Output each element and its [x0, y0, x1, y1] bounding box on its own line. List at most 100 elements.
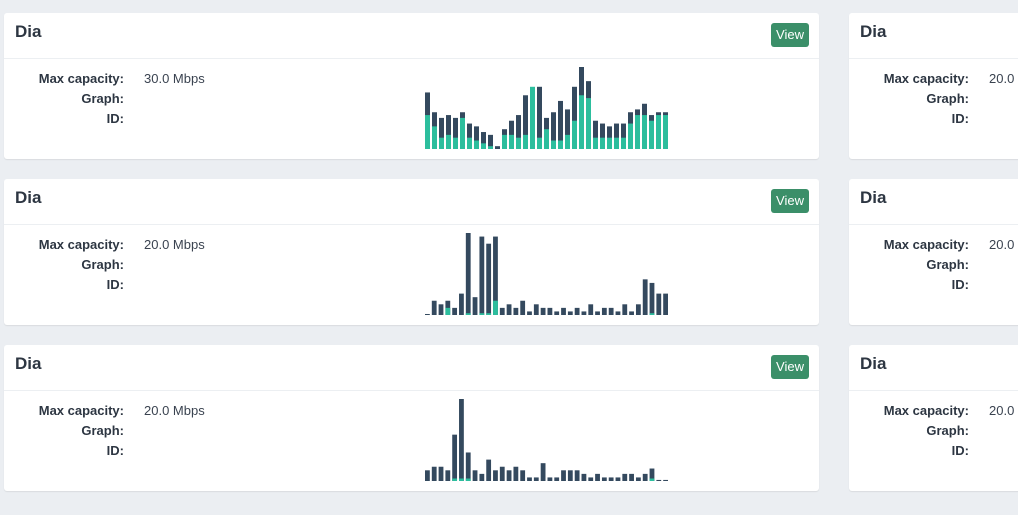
- bar-total: [601, 477, 607, 481]
- bar-total: [438, 466, 444, 481]
- bar-total: [540, 307, 546, 315]
- card-title: Dia: [15, 22, 42, 41]
- view-button[interactable]: View: [771, 189, 809, 213]
- bar-total: [499, 466, 505, 481]
- bar-total: [488, 134, 493, 149]
- bar-part: [493, 300, 498, 315]
- bar-part: [445, 307, 451, 315]
- bar-part: [439, 137, 444, 149]
- bar-part: [474, 140, 479, 149]
- bar-total: [567, 311, 573, 315]
- bar-total: [608, 307, 614, 315]
- card-header: Dia View: [4, 13, 819, 59]
- bar-total: [649, 468, 655, 481]
- bar-total: [565, 109, 570, 149]
- bar-total: [600, 123, 605, 149]
- id-label: ID:: [951, 443, 969, 458]
- bar-total: [663, 293, 668, 315]
- bar-total: [472, 470, 478, 481]
- graph-row: Graph:: [4, 421, 604, 441]
- bar-total: [615, 477, 621, 481]
- bar-part: [453, 137, 458, 149]
- graph-label: Graph:: [926, 91, 969, 106]
- circuit-card: Dia View Max capacity: 20.0 Mbps Graph: …: [849, 179, 1018, 325]
- bar-total: [601, 307, 607, 315]
- graph-label: Graph:: [81, 91, 124, 106]
- view-button[interactable]: View: [771, 23, 809, 47]
- bar-total: [635, 477, 641, 481]
- bar-total: [554, 311, 560, 315]
- bar-total: [452, 434, 458, 481]
- card-header: Dia View: [4, 179, 819, 225]
- bar-total: [486, 243, 492, 315]
- bar-total: [561, 470, 566, 481]
- max-capacity-label: Max capacity:: [883, 237, 969, 252]
- bar-total: [465, 452, 471, 481]
- circuit-card: Dia View Max capacity: 20.0 Mbps Graph: …: [849, 345, 1018, 491]
- bar-total: [533, 477, 539, 481]
- bar-total: [656, 479, 662, 481]
- bar-part: [565, 134, 570, 149]
- max-capacity-row: Max capacity: 20.0 Mbps: [849, 69, 1018, 89]
- bar-total: [537, 86, 542, 149]
- bar-part: [488, 146, 493, 149]
- bar-total: [439, 117, 444, 149]
- bar-part: [628, 123, 633, 149]
- graph-row: Graph:: [849, 89, 1018, 109]
- bar-total: [554, 477, 560, 481]
- bar-total: [520, 300, 526, 315]
- circuit-card: Dia View Max capacity: 20.0 Mbps Graph: …: [4, 179, 819, 325]
- bar-total: [567, 470, 573, 481]
- bar-total: [656, 293, 662, 315]
- view-button[interactable]: View: [771, 355, 809, 379]
- bar-part: [586, 98, 591, 149]
- max-capacity-row: Max capacity: 30.0 Mbps: [4, 69, 604, 89]
- bar-total: [588, 304, 594, 315]
- bar-part: [579, 95, 584, 149]
- bar-total: [425, 314, 430, 315]
- bar-part: [656, 115, 661, 149]
- bar-total: [547, 477, 553, 481]
- bar-part: [614, 137, 619, 149]
- card-title: Dia: [15, 354, 42, 373]
- bar-part: [635, 115, 640, 149]
- bar-total: [622, 473, 628, 481]
- bar-part: [486, 313, 492, 315]
- bar-part: [572, 120, 577, 149]
- bar-total: [509, 120, 514, 149]
- bar-part: [452, 478, 458, 481]
- bar-part: [544, 129, 549, 149]
- bar-total: [572, 86, 577, 149]
- bar-total: [547, 307, 553, 315]
- bar-part: [465, 313, 471, 315]
- bar-total: [663, 479, 668, 481]
- bar-total: [595, 311, 600, 315]
- bar-total: [438, 304, 444, 315]
- bar-total: [431, 300, 437, 315]
- bar-part: [649, 120, 654, 149]
- bar-part: [523, 134, 528, 149]
- graph-row: Graph:: [849, 255, 1018, 275]
- card-title: Dia: [860, 22, 887, 41]
- card-title: Dia: [15, 188, 42, 207]
- card-header: Dia View: [849, 179, 1018, 225]
- bar-part: [425, 115, 430, 149]
- graph-label: Graph:: [81, 257, 124, 272]
- id-row: ID:: [4, 109, 604, 129]
- bar-total: [527, 311, 532, 315]
- graph-label: Graph:: [926, 257, 969, 272]
- max-capacity-label: Max capacity:: [38, 403, 124, 418]
- bar-total: [540, 463, 546, 481]
- bar-part: [446, 134, 451, 149]
- bar-part: [509, 134, 514, 149]
- graph-row: Graph:: [849, 421, 1018, 441]
- bar-total: [453, 117, 458, 149]
- bar-part: [649, 313, 655, 315]
- bar-total: [595, 473, 600, 481]
- bar-part: [516, 137, 521, 149]
- bar-total: [608, 477, 614, 481]
- id-row: ID:: [4, 441, 604, 461]
- bar-total: [520, 470, 526, 481]
- card-title: Dia: [860, 354, 887, 373]
- id-row: ID:: [849, 441, 1018, 461]
